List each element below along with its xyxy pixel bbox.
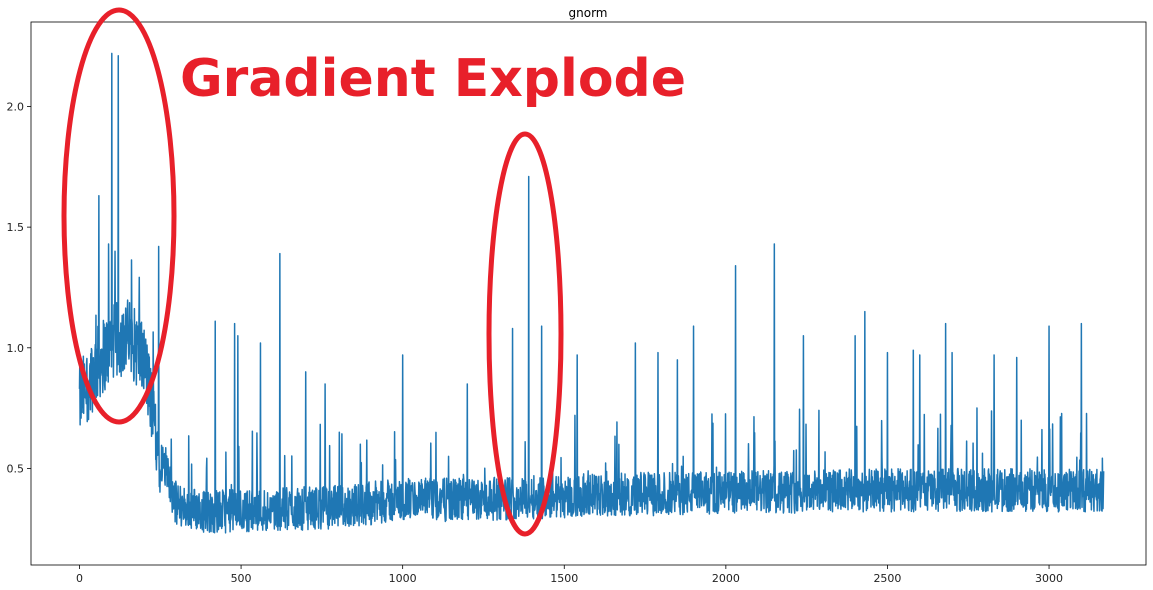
x-tick-label: 500 (231, 572, 252, 585)
chart-title: gnorm (569, 6, 608, 20)
x-axis-ticks: 0 500 1000 1500 2000 2500 3000 (76, 565, 1063, 585)
y-tick-label: 1.0 (7, 342, 25, 355)
highlight-ellipse-mid (486, 131, 564, 537)
highlight-ellipse-early (61, 7, 177, 425)
annotation-layer: Gradient Explode (61, 7, 686, 537)
x-tick-label: 0 (76, 572, 83, 585)
x-tick-label: 2500 (873, 572, 901, 585)
x-tick-label: 2000 (712, 572, 740, 585)
x-tick-label: 1000 (389, 572, 417, 585)
series-layer (78, 52, 1105, 534)
x-tick-label: 3000 (1035, 572, 1063, 585)
y-tick-label: 2.0 (7, 100, 25, 113)
annotation-label: Gradient Explode (180, 49, 686, 109)
y-tick-label: 1.5 (7, 221, 25, 234)
y-axis-ticks: 0.5 1.0 1.5 2.0 (7, 100, 31, 475)
x-tick-label: 1500 (550, 572, 578, 585)
gnorm-series-line (78, 52, 1105, 534)
plot-frame (30, 21, 1147, 566)
y-tick-label: 0.5 (7, 462, 25, 475)
